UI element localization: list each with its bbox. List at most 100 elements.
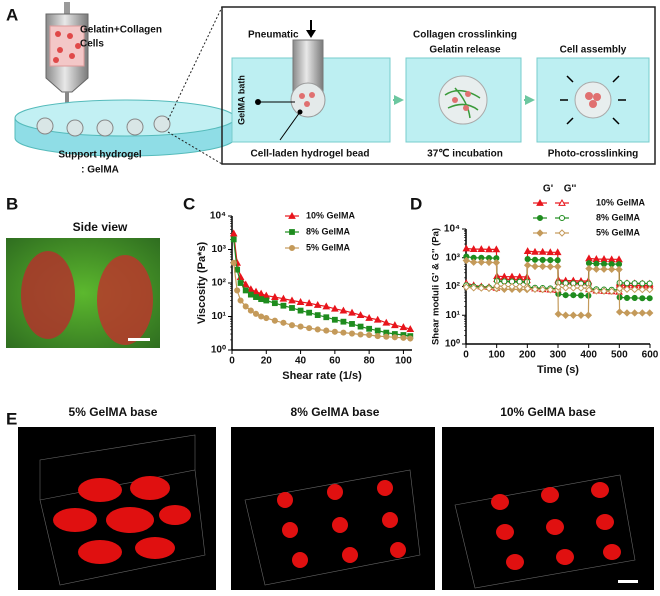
y-tick-label: 10¹ [212, 311, 227, 322]
marker [569, 284, 578, 292]
marker [469, 284, 478, 292]
marker [365, 314, 373, 321]
marker [515, 283, 524, 291]
marker [289, 305, 295, 311]
marker [247, 285, 255, 293]
x-tick-label: 60 [329, 356, 341, 367]
marker [313, 300, 322, 308]
marker [561, 284, 570, 292]
marker [252, 310, 260, 317]
marker [373, 315, 382, 323]
support-label: Support hydrogel [58, 150, 142, 161]
marker [288, 296, 296, 304]
marker [237, 280, 244, 286]
marker [229, 229, 238, 237]
marker [477, 284, 486, 292]
y-tick-label: 10³ [212, 244, 227, 255]
marker [615, 265, 623, 274]
step-label: Cell assembly [560, 45, 627, 56]
x-tick-label: 80 [364, 356, 376, 367]
y-tick-label: 10¹ [446, 310, 461, 321]
bead-incubated [438, 75, 488, 125]
marker [331, 328, 338, 335]
bath-label: GelMA bath [236, 75, 246, 125]
marker [600, 287, 608, 295]
marker [607, 265, 616, 274]
marker [570, 292, 577, 299]
marker [546, 248, 555, 256]
step-label: Collagen crosslinking [413, 30, 517, 41]
marker [531, 262, 539, 271]
marker [538, 285, 547, 294]
marker [234, 266, 241, 273]
marker [469, 245, 478, 252]
marker [646, 280, 653, 287]
marker [600, 265, 608, 273]
marker [289, 229, 295, 235]
x-axis-title: Shear rate (1/s) [282, 370, 362, 382]
marker [288, 211, 296, 219]
marker [247, 291, 254, 298]
marker [230, 236, 237, 243]
y-axis-title: Shear moduli G' & G'' (Pa) [431, 228, 442, 345]
step-caption: Photo-crosslinking [548, 149, 639, 160]
marker [288, 244, 296, 252]
panel-title: Side view [73, 220, 128, 234]
marker [263, 297, 270, 304]
marker [623, 294, 631, 301]
marker [585, 286, 593, 294]
marker [631, 280, 638, 287]
marker [631, 294, 638, 301]
x-axis-title: Time (s) [537, 364, 579, 376]
panel-label: E [6, 409, 17, 428]
panel-label: A [6, 5, 18, 24]
marker [569, 311, 578, 319]
marker [477, 258, 486, 266]
marker [558, 214, 566, 222]
marker [553, 248, 562, 256]
marker [615, 308, 624, 316]
marker [242, 287, 249, 294]
pneumatic-label: Pneumatic [248, 30, 299, 41]
panel-title: 10% GelMA base [500, 405, 596, 419]
legend-header: G'' [564, 184, 577, 195]
marker [383, 333, 390, 340]
ink-label: Gelatin+Collagen [80, 25, 162, 36]
marker [558, 229, 566, 237]
support-bath [14, 99, 236, 157]
y-tick-label: 10⁰ [211, 345, 226, 356]
marker [314, 312, 321, 319]
marker [524, 256, 531, 263]
marker [492, 245, 501, 253]
confocal-image [442, 427, 654, 590]
marker [615, 284, 624, 293]
marker [546, 286, 555, 294]
marker [366, 331, 373, 339]
marker [339, 306, 348, 314]
marker [485, 245, 493, 253]
panel-title: 8% GelMA base [291, 405, 380, 419]
marker [585, 264, 593, 273]
marker [639, 295, 646, 302]
marker [306, 325, 313, 332]
marker [523, 261, 532, 269]
marker [242, 303, 249, 310]
marker [554, 310, 563, 318]
marker [508, 282, 516, 291]
marker [623, 285, 631, 293]
marker [531, 285, 539, 293]
marker [536, 214, 544, 222]
marker [399, 323, 408, 331]
marker [366, 325, 373, 332]
marker [554, 283, 563, 291]
marker [280, 302, 287, 309]
x-tick-label: 100 [488, 350, 505, 361]
marker [323, 314, 330, 321]
x-tick-label: 300 [550, 350, 567, 361]
marker [477, 245, 486, 252]
marker [407, 335, 414, 342]
marker [538, 262, 547, 271]
marker [306, 309, 313, 316]
marker [322, 302, 331, 310]
